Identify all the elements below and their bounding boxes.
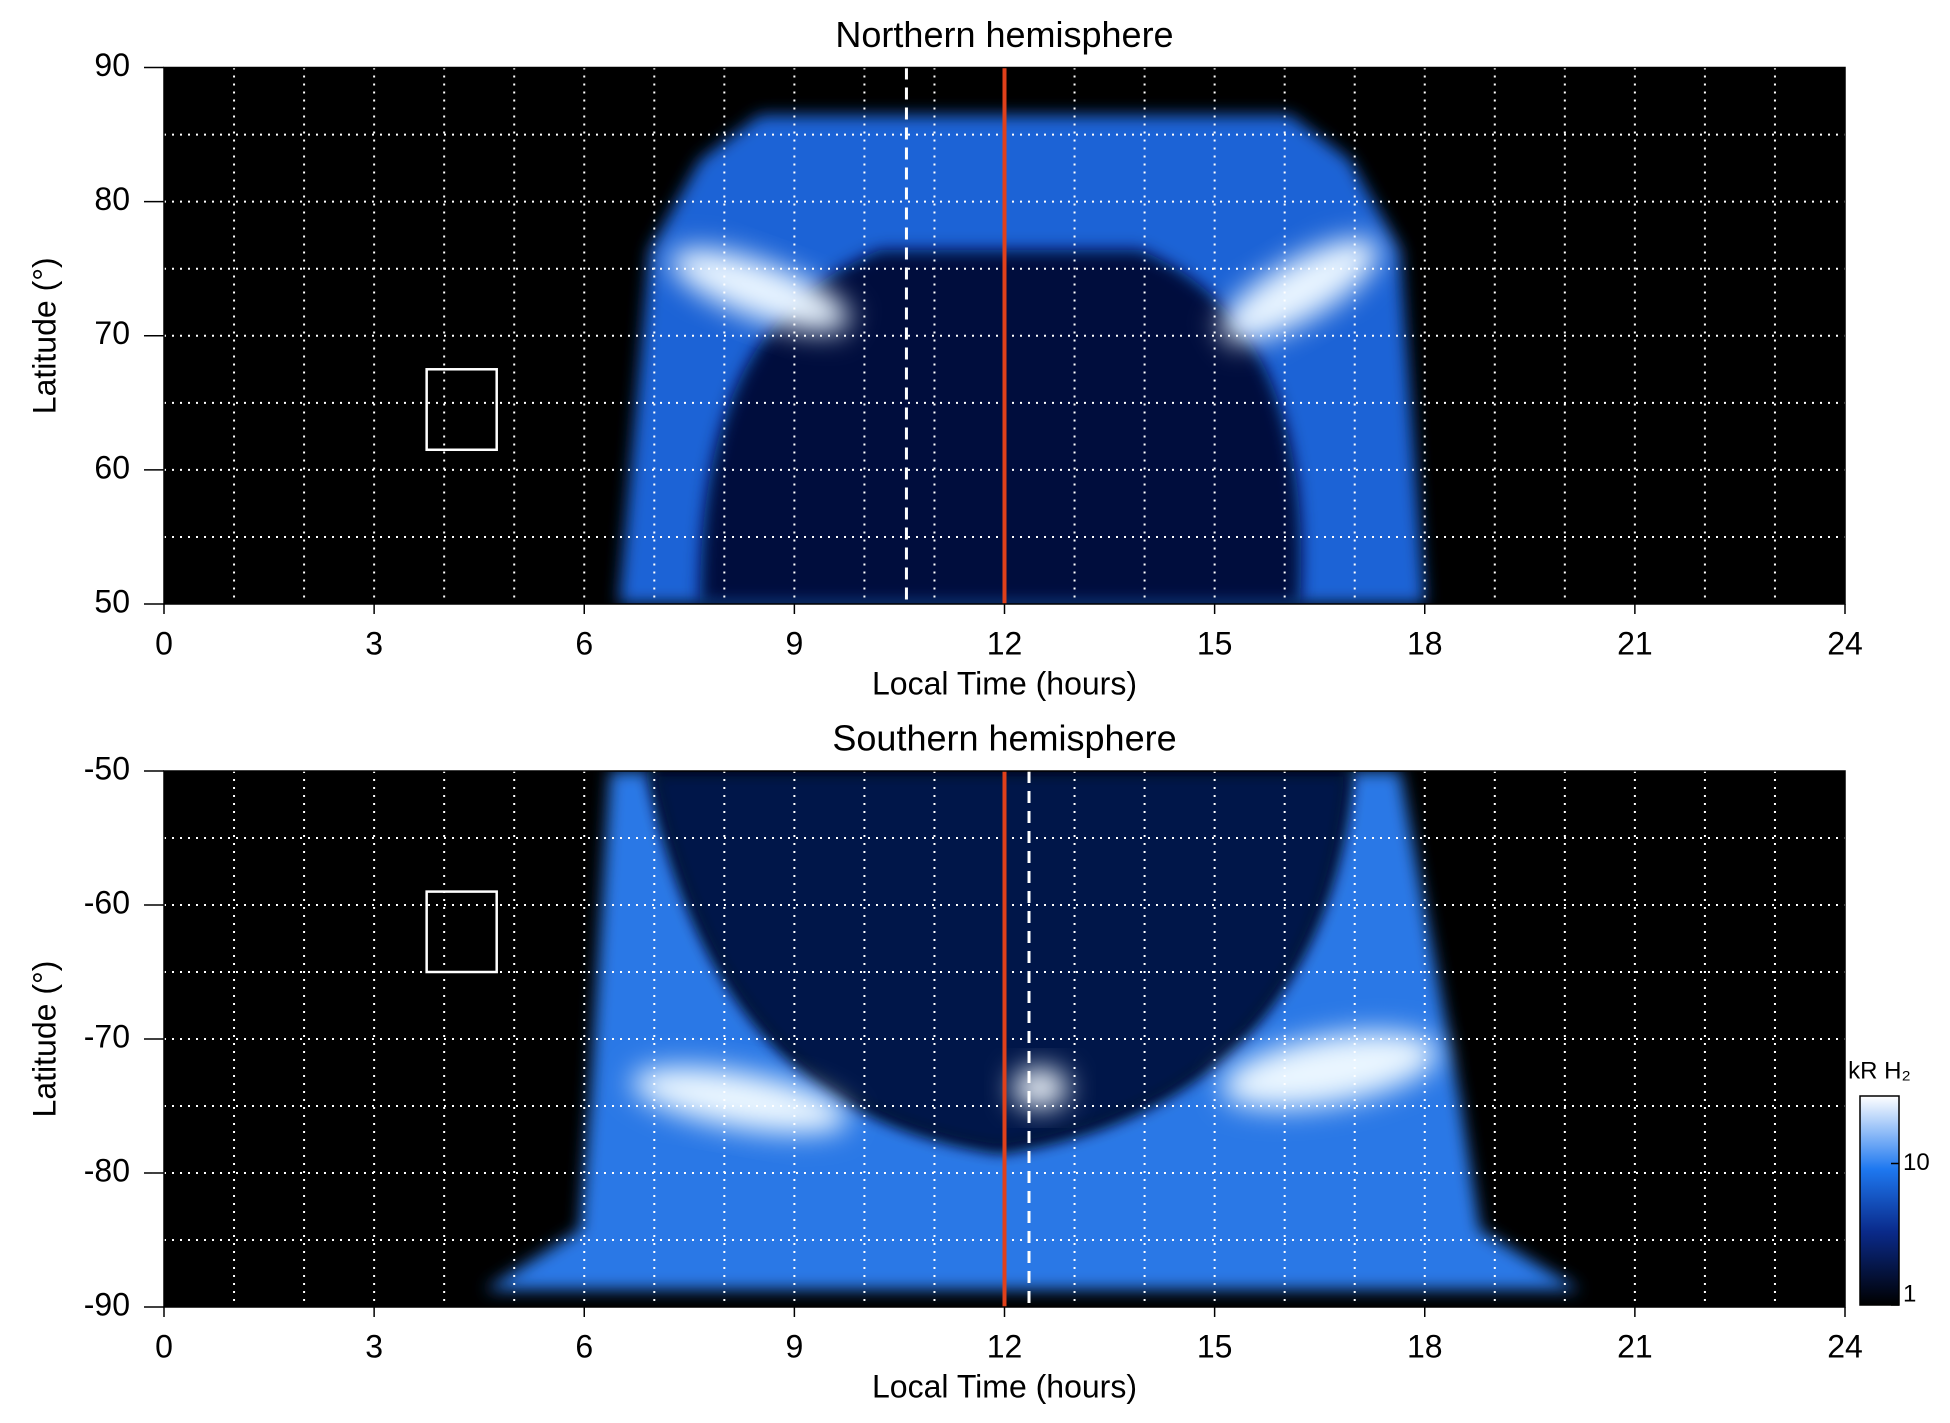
x-tick-label: 12 bbox=[987, 625, 1023, 661]
x-tick-label: 18 bbox=[1407, 1328, 1443, 1364]
x-tick-label: 24 bbox=[1827, 1328, 1863, 1364]
x-tick-label: 21 bbox=[1617, 625, 1653, 661]
x-tick-label: 0 bbox=[155, 625, 173, 661]
y-tick-label: 80 bbox=[94, 181, 130, 217]
x-tick-label: 9 bbox=[785, 625, 803, 661]
colorbar-label: kR H₂ bbox=[1848, 1057, 1911, 1084]
y-tick-label: -70 bbox=[84, 1018, 130, 1054]
colorbar-tick-label: 1 bbox=[1903, 1280, 1916, 1307]
x-tick-label: 6 bbox=[575, 1328, 593, 1364]
x-tick-label: 15 bbox=[1197, 625, 1233, 661]
y-tick-label: -80 bbox=[84, 1152, 130, 1188]
x-tick-label: 24 bbox=[1827, 625, 1863, 661]
colorbar bbox=[1859, 1095, 1900, 1306]
x-tick-label: 9 bbox=[785, 1328, 803, 1364]
y-tick-label: -60 bbox=[84, 884, 130, 920]
x-tick-label: 18 bbox=[1407, 625, 1443, 661]
y-tick-label: 70 bbox=[94, 315, 130, 351]
y-tick-label: -90 bbox=[84, 1286, 130, 1322]
y-axis-label: Latitude (°) bbox=[26, 257, 62, 414]
chart-title: Northern hemisphere bbox=[835, 14, 1173, 55]
region-box bbox=[425, 890, 498, 974]
y-axis-label: Latitude (°) bbox=[26, 961, 62, 1118]
chart-title: Southern hemisphere bbox=[832, 718, 1176, 759]
y-tick-label: -50 bbox=[84, 750, 130, 786]
region-box bbox=[425, 368, 498, 452]
x-tick-label: 15 bbox=[1197, 1328, 1233, 1364]
x-tick-label: 3 bbox=[365, 625, 383, 661]
colorbar-tick-label: 10 bbox=[1903, 1149, 1930, 1176]
x-tick-label: 12 bbox=[987, 1328, 1023, 1364]
x-tick-label: 3 bbox=[365, 1328, 383, 1364]
y-tick-label: 60 bbox=[94, 449, 130, 485]
y-tick-label: 90 bbox=[94, 47, 130, 83]
x-axis-label: Local Time (hours) bbox=[872, 1368, 1137, 1404]
y-tick-label: 50 bbox=[94, 583, 130, 619]
x-tick-label: 0 bbox=[155, 1328, 173, 1364]
x-axis-label: Local Time (hours) bbox=[872, 665, 1137, 701]
x-tick-label: 6 bbox=[575, 625, 593, 661]
x-tick-label: 21 bbox=[1617, 1328, 1653, 1364]
